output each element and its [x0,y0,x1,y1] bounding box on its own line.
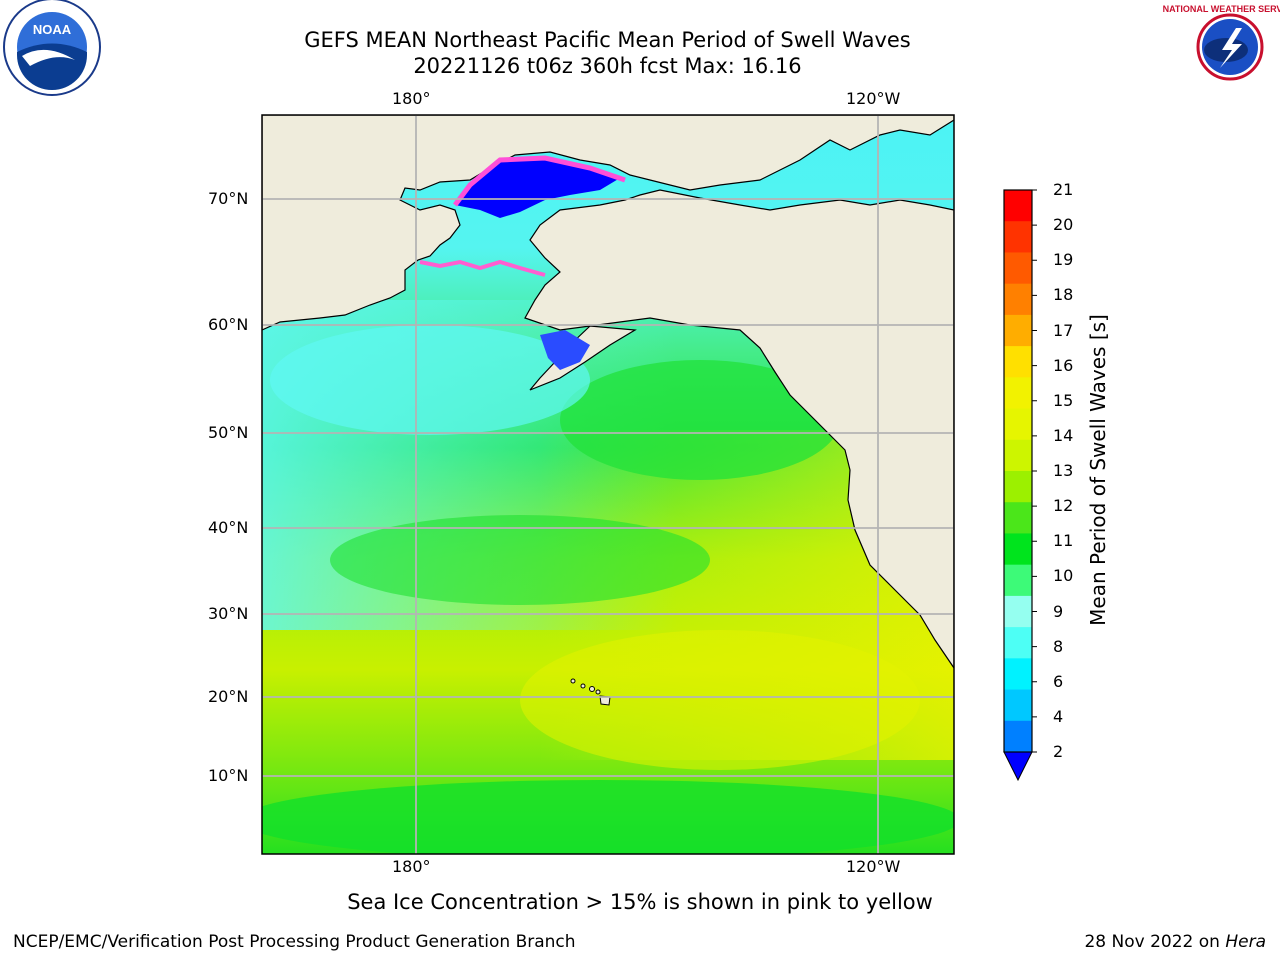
lat-label-50n: 50°N [208,423,249,442]
colorbar-tick-label: 10 [1053,566,1074,586]
sea-ice-edge-bering [419,259,546,277]
colorbar-segment [1004,408,1032,441]
colorbar-label: Mean Period of Swell Waves [s] [1086,314,1110,626]
land-north-america [524,189,954,670]
sea-ice-chukchi [455,158,620,218]
lat-label-40n: 40°N [208,518,249,537]
sea-ice-bering [540,330,590,370]
colorbar-tick-label: 18 [1053,285,1074,305]
lat-label-20n: 20°N [208,687,249,706]
colorbar-tick-label: 6 [1053,671,1064,691]
colorbar-segment [1004,720,1032,753]
credit-producer: NCEP/EMC/Verification Post Processing Pr… [13,932,576,952]
nws-logo-ring-text: NATIONAL WEATHER SERVICE [1163,4,1280,14]
colorbar-tick-label: 11 [1053,531,1074,551]
colorbar-tick-label: 2 [1053,742,1064,761]
credit-date: 28 Nov 2022 on Hera [1084,932,1266,952]
nws-logo: NATIONAL WEATHER SERVICE [1163,0,1280,95]
colorbar-tick-label: 15 [1053,390,1074,410]
colorbar-tick-label: 12 [1053,496,1074,516]
credit-machine: Hera [1225,932,1266,952]
swell-patch-green [262,780,954,854]
colorbar-segment [1004,377,1032,410]
swell-patch-green [560,360,840,480]
colorbar-tick-label: 16 [1053,355,1074,375]
colorbar-segment [1004,283,1032,316]
map-frame [261,114,955,855]
colorbar-under-arrow [1003,751,1033,782]
lat-label-30n: 30°N [208,604,249,623]
colorbar-segment [1004,190,1032,222]
colorbar-tick-label: 17 [1053,320,1074,340]
sea-ice-chukchi-edge [453,155,626,207]
colorbar-segment [1004,439,1032,472]
colorbar-segment [1004,533,1032,566]
colorbar-tick-label: 9 [1053,601,1064,621]
lon-label-top-180: 180° [392,89,431,108]
colorbar-tick-label: 21 [1053,180,1074,199]
colorbar-segment [1004,627,1032,659]
lon-label-bottom-180: 180° [392,857,431,876]
colorbar-segment [1004,564,1032,597]
credit-date-text: 28 Nov 2022 on [1084,932,1226,952]
map-panel [262,115,954,854]
lon-label-bottom-120w: 120°W [846,857,901,876]
lat-label-60n: 60°N [208,315,249,334]
noaa-logo: NOAA [3,0,101,96]
colorbar-segment [1004,346,1032,378]
swell-patch-cyan [270,325,590,435]
colorbar-tick-label: 13 [1053,461,1074,480]
lat-label-70n: 70°N [208,189,249,208]
colorbar-segment [1004,314,1032,347]
colorbar-segment [1004,221,1032,253]
colorbar-tick-label: 14 [1053,425,1074,445]
colorbar-tick-label: 19 [1053,250,1074,270]
swell-patch-yellow [520,630,920,770]
colorbar-tick-label: 20 [1053,215,1074,235]
colorbar-segment [1004,595,1032,628]
colorbar [1003,189,1037,782]
colorbar-segment [1004,471,1032,503]
lon-label-top-120w: 120°W [846,89,901,108]
swell-patch-green [330,515,710,605]
colorbar-segment [1004,502,1032,534]
hawaii-islands [570,678,611,706]
colorbar-tick-label: 8 [1053,636,1064,656]
graticule [262,115,954,854]
chart-subtitle: 20221126 t06z 360h fcst Max: 16.16 [413,54,802,78]
colorbar-segment [1004,658,1032,691]
colorbar-tick-label: 4 [1053,706,1064,726]
land-asia [262,115,954,331]
colorbar-segment [1004,252,1032,285]
sea-ice-note: Sea Ice Concentration > 15% is shown in … [347,890,933,914]
lat-label-10n: 10°N [208,766,249,785]
noaa-logo-text: NOAA [33,22,72,37]
chart-title: GEFS MEAN Northeast Pacific Mean Period … [304,28,911,52]
colorbar-segment [1004,689,1032,722]
